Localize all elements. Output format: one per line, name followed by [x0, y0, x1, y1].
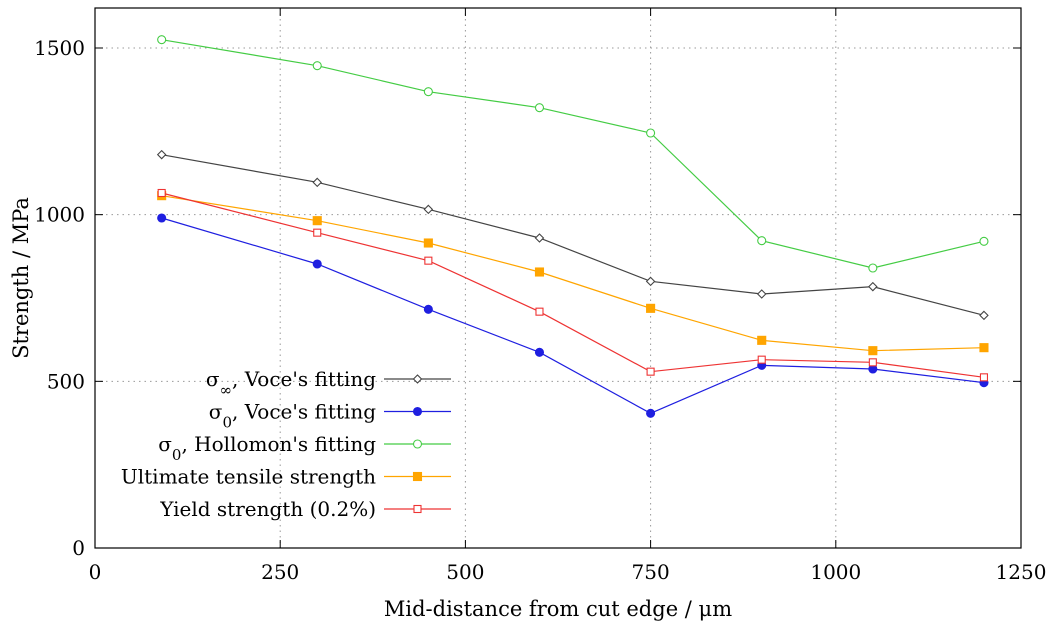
legend-item: Yield strength (0.2%) [159, 497, 451, 521]
legend-label-main: Ultimate tensile strength [121, 465, 376, 489]
x-tick-label: 250 [261, 560, 299, 584]
y-tick-label: 500 [47, 369, 85, 393]
legend-marker [412, 374, 423, 384]
y-axis-label: Strength / MPa [9, 197, 33, 359]
legend-label-main: σ [158, 432, 172, 456]
data-point [156, 149, 167, 160]
data-point [868, 346, 878, 356]
data-point [979, 373, 989, 382]
legend-item: Ultimate tensile strength [121, 465, 451, 489]
y-tick-label: 1500 [34, 36, 85, 60]
legend-label: σ0, Hollomon's fitting [158, 432, 376, 464]
legend-marker [412, 406, 423, 417]
data-point [979, 310, 989, 321]
data-point [979, 343, 989, 353]
legend-label-main: Yield strength (0.2%) [159, 497, 376, 521]
data-point [423, 304, 433, 314]
data-point [757, 355, 766, 364]
legend-label-subscript: 0 [222, 414, 232, 432]
legend-label-subscript: ∞ [219, 381, 232, 399]
data-point [423, 238, 433, 248]
legend-label-rest: , Voce's fitting [232, 367, 376, 391]
y-tick-label: 1000 [34, 203, 85, 227]
legend-item: σ∞, Voce's fitting [206, 367, 451, 399]
data-point [868, 358, 877, 367]
legend-label-rest: , Hollomon's fitting [181, 432, 376, 456]
series-line [161, 192, 985, 378]
data-point [979, 236, 989, 246]
legend-item: σ0, Hollomon's fitting [158, 432, 451, 464]
data-point [646, 408, 656, 418]
legend-label: σ0, Voce's fitting [209, 400, 376, 432]
axis-ticks: 0 250 500 750 1000 1250 0 500 1000 1500 [34, 8, 1046, 584]
x-tick-label: 1250 [996, 560, 1047, 584]
legend-label-rest: , Voce's fitting [232, 400, 376, 424]
x-tick-label: 750 [632, 560, 670, 584]
data-point [313, 228, 322, 237]
legend-marker [413, 504, 422, 514]
data-point [534, 267, 545, 277]
x-tick-label: 0 [89, 560, 102, 584]
legend-label-main: σ [206, 367, 220, 391]
data-point [312, 259, 322, 269]
data-point [312, 216, 322, 226]
data-point [423, 87, 433, 97]
x-tick-label: 500 [446, 560, 484, 584]
legend-label: Yield strength (0.2%) [159, 497, 376, 521]
series-line [161, 39, 985, 269]
legend-label: Ultimate tensile strength [121, 465, 376, 489]
x-axis-label: Mid-distance from cut edge / μm [384, 597, 732, 621]
data-point [157, 213, 167, 223]
data-point [646, 128, 656, 138]
series-line [161, 195, 984, 352]
series-line [161, 154, 985, 316]
data-point [646, 303, 656, 313]
legend-item: σ0, Voce's fitting [209, 400, 451, 432]
data-point [157, 188, 166, 198]
x-tick-label: 1000 [810, 560, 861, 584]
data-point [535, 307, 544, 316]
series-3 [157, 35, 989, 273]
data-point [645, 276, 656, 287]
legend-label-main: σ [209, 400, 223, 424]
data-point [312, 61, 322, 71]
data-point [756, 289, 767, 299]
data-point [868, 281, 878, 292]
plot-frame [94, 7, 1022, 549]
y-tick-label: 0 [72, 536, 85, 560]
data-point [534, 233, 545, 243]
data-point [534, 347, 545, 357]
series-1 [156, 149, 989, 321]
legend-label: σ∞, Voce's fitting [206, 367, 376, 399]
data-point [757, 335, 767, 345]
data-point [868, 263, 878, 273]
data-point [534, 103, 545, 113]
data-point [646, 367, 655, 376]
legend-label-subscript: 0 [172, 446, 182, 464]
data-point [423, 204, 434, 215]
data-point [312, 177, 323, 188]
data-point [757, 236, 767, 246]
data-point [157, 35, 167, 45]
legend-marker [412, 439, 423, 449]
legend-marker [412, 471, 423, 482]
data-point [424, 256, 433, 265]
series-5 [157, 188, 989, 382]
series-group [156, 35, 989, 418]
series-line [161, 217, 985, 415]
